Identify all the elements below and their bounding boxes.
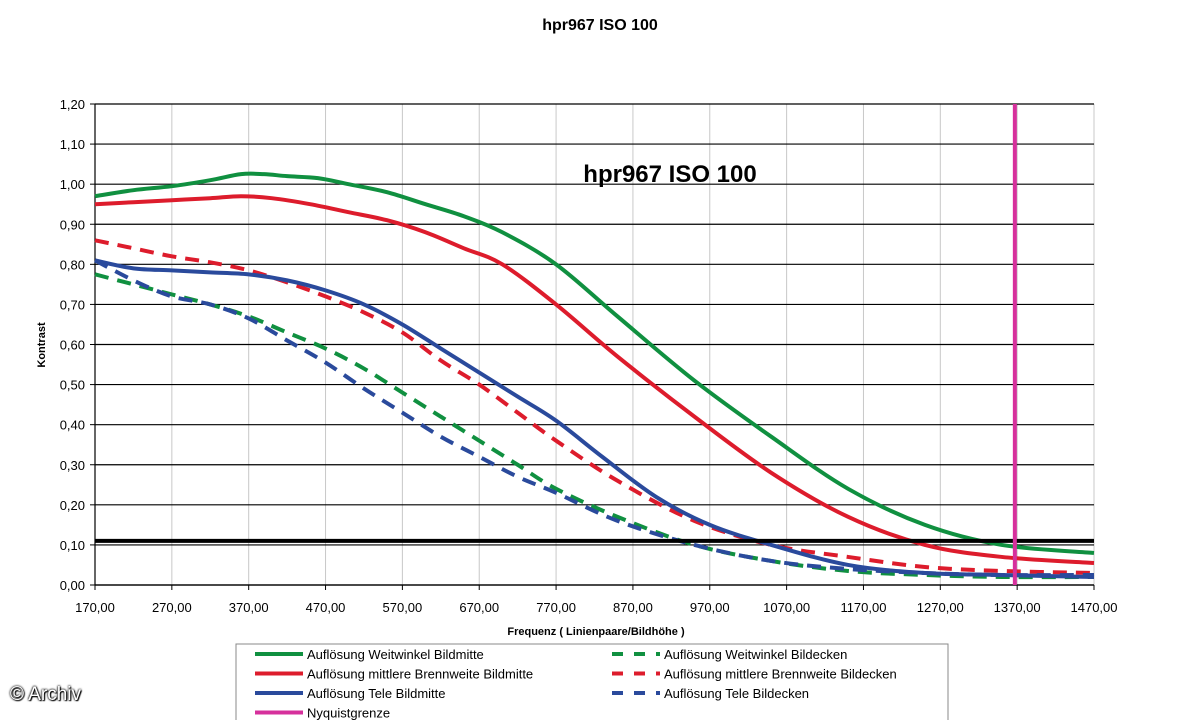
legend-label: Auflösung Tele Bildmitte [307, 686, 446, 701]
x-axis-label: Frequenz ( Linienpaare/Bildhöhe ) [507, 626, 685, 638]
y-tick-label: 0,10 [60, 538, 85, 553]
x-tick-label: 370,00 [229, 600, 269, 615]
legend-box [235, 643, 949, 720]
y-axis-label: Kontrast [36, 322, 48, 368]
x-tick-label: 270,00 [152, 600, 192, 615]
series-line-aufl-sung-weitwinkel-bildecken [94, 272, 1095, 580]
x-tick-label: 1170,00 [840, 600, 886, 615]
axis-ticks: 170,00 270,00 370,00 470,00 570,00 670,00 770,… [60, 97, 1118, 615]
x-tick-label: 170,00 [75, 600, 115, 615]
x-tick-label: 1370,00 [994, 600, 1041, 615]
legend-label: Nyquistgrenze [307, 706, 390, 720]
series-line-aufl-sung-mittlere-brennweite-bildecken [94, 238, 1095, 575]
y-tick-label: 0,20 [60, 498, 85, 513]
legend-label: Auflösung Weitwinkel Bildecken [664, 647, 847, 662]
x-tick-label: 1470,00 [1071, 600, 1118, 615]
series-lines [94, 104, 1095, 585]
legend-label: Auflösung mittlere Brennweite Bildecken [664, 667, 897, 682]
archive-watermark: © Archiv [10, 684, 82, 705]
y-tick-label: 0,40 [60, 418, 85, 433]
x-tick-label: 1270,00 [917, 600, 964, 615]
y-tick-label: 0,90 [60, 217, 85, 232]
y-tick-label: 0,80 [60, 257, 85, 272]
x-tick-label: 570,00 [383, 600, 423, 615]
legend-label: Auflösung Tele Bildecken [664, 686, 809, 701]
y-tick-label: 0,30 [60, 458, 85, 473]
legend: Auflösung Weitwinkel Bildmitte Auflösung … [235, 643, 949, 720]
x-tick-label: 670,00 [459, 600, 499, 615]
x-tick-label: 970,00 [690, 600, 730, 615]
x-tick-label: 770,00 [536, 600, 576, 615]
x-tick-label: 1070,00 [763, 600, 810, 615]
x-tick-label: 470,00 [306, 600, 346, 615]
legend-label: Auflösung Weitwinkel Bildmitte [307, 647, 484, 662]
y-tick-label: 1,10 [60, 137, 85, 152]
y-tick-label: 0,50 [60, 378, 85, 393]
inner-chart-title: hpr967 ISO 100 [583, 161, 756, 188]
chart-title: hpr967 ISO 100 [542, 17, 658, 34]
legend-label: Auflösung mittlere Brennweite Bildmitte [307, 667, 533, 682]
y-tick-label: 0,60 [60, 338, 85, 353]
y-tick-label: 0,70 [60, 297, 85, 312]
x-tick-label: 870,00 [613, 600, 653, 615]
series-line-aufl-sung-tele-bildmitte [94, 258, 1095, 579]
y-tick-label: 1,20 [60, 97, 85, 112]
y-tick-label: 0,00 [60, 578, 85, 593]
y-tick-label: 1,00 [60, 177, 85, 192]
grid [94, 103, 1095, 586]
series-line-aufl-sung-mittlere-brennweite-bildmitte [94, 194, 1095, 565]
series-line-aufl-sung-weitwinkel-bildmitte [94, 171, 1095, 555]
